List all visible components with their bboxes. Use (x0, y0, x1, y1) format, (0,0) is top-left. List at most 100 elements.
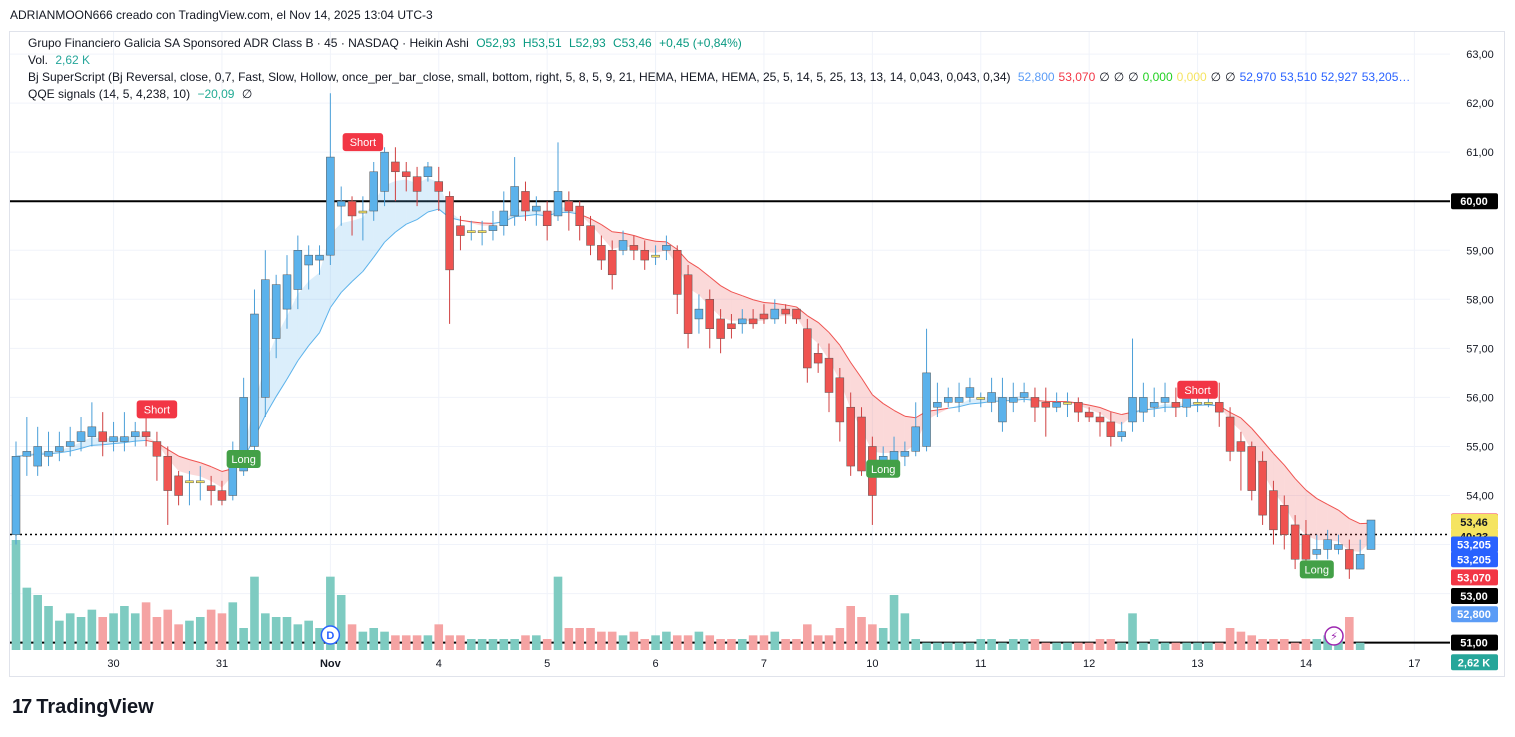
candle-body (1095, 416, 1105, 423)
candle-body (911, 426, 920, 452)
ribbon-slow-line (1316, 498, 1328, 505)
volume-bar (401, 635, 411, 650)
candle-body (835, 377, 845, 423)
candle-body (933, 402, 942, 408)
volume-bar (1063, 642, 1072, 650)
candle-body (271, 284, 281, 339)
ribbon-slow-line (514, 215, 526, 218)
volume-bar (11, 540, 21, 650)
candle-body (1247, 446, 1257, 491)
volume-bar (445, 635, 454, 650)
candle-body (250, 313, 259, 447)
indicator-bj-superscript[interactable]: Bj SuperScript (Bj Reversal, close, 0,7,… (28, 70, 1414, 84)
ribbon-slow-line (1338, 509, 1350, 519)
volume-bar (98, 617, 108, 650)
volume-bar (282, 617, 292, 650)
ribbon-segment (818, 322, 829, 360)
volume-bar (271, 617, 281, 650)
ribbon-slow-line (850, 362, 862, 379)
price-tick-label: 61,00 (1466, 147, 1494, 159)
candle-body (738, 318, 747, 325)
ribbon-slow-line (406, 219, 418, 225)
price-badge-label: 53,00 (1460, 591, 1488, 603)
time-tick-label: 10 (866, 658, 878, 670)
indicator-bj-value: 53,205… (1361, 70, 1411, 84)
ohlc-open: O52,93 (476, 36, 516, 50)
volume-bar (22, 587, 32, 650)
price-badge-label: 53,205 (1457, 554, 1491, 566)
candle-body (196, 480, 205, 484)
volume-bar (1095, 639, 1105, 650)
ribbon-segment (644, 238, 656, 253)
ribbon-slow-line (774, 302, 786, 306)
ribbon-slow-line (70, 447, 82, 452)
signal-badge (226, 450, 261, 468)
indicator-qqe-null: ∅ (241, 87, 253, 101)
chart-frame[interactable]: Short Long Short Long Short Long D ⚡ 63,00 62,00… (9, 31, 1505, 677)
ribbon-segment (807, 315, 819, 344)
ribbon-segment (135, 435, 147, 442)
volume-bar (336, 595, 346, 650)
volume-bar (1030, 639, 1040, 650)
ribbon-segment (146, 435, 157, 443)
volume-bar (976, 639, 986, 650)
ribbon-slow-line (178, 455, 190, 461)
price-tick-label: 54,00 (1466, 491, 1494, 503)
volume-bar (1149, 639, 1159, 650)
candle-body (434, 181, 444, 192)
ribbon-slow-line (427, 208, 439, 213)
volume-bar (607, 631, 617, 650)
ribbon-segment (959, 399, 970, 407)
ribbon-slow-line (817, 322, 830, 333)
indicator-qqe[interactable]: QQE signals (14, 5, 4,238, 10) −20,09 ∅ (28, 87, 256, 101)
candle-body (391, 161, 400, 173)
volume-bar (618, 635, 628, 650)
ribbon-slow-line (329, 292, 342, 308)
tradingview-logo-icon: 17 (12, 696, 32, 718)
volume-bar (1279, 639, 1289, 650)
symbol-legend[interactable]: Grupo Financiero Galicia SA Sponsored AD… (28, 36, 746, 50)
volume-bar (824, 635, 834, 650)
volume-bar (1258, 639, 1267, 650)
price-tick-label: 63,00 (1466, 49, 1494, 61)
candle-body (326, 156, 335, 256)
volume-bar (813, 635, 823, 650)
ribbon-segment (308, 272, 320, 346)
ribbon-segment (698, 268, 710, 307)
candle-body (694, 308, 704, 320)
candle-body (889, 451, 899, 462)
candle-body (217, 490, 227, 501)
volume-bar (640, 639, 650, 650)
price-chart[interactable]: Short Long Short Long Short Long D ⚡ 63,00 62,00… (10, 32, 1504, 676)
volume-bar (130, 613, 140, 650)
symbol-title[interactable]: Grupo Financiero Galicia SA Sponsored AD… (28, 36, 469, 50)
volume-bar (304, 620, 313, 650)
signal-labels: Short Long Short Long Short Long D ⚡ (136, 133, 1344, 646)
candle-body (44, 451, 53, 457)
ribbon-slow-line (384, 231, 396, 243)
time-tick-label: 6 (652, 658, 658, 670)
price-axis: 63,00 62,00 61,00 60,00 59,00 58,00 57,00 56,00… (1450, 32, 1504, 676)
candle-body (1019, 392, 1029, 398)
candle-body (347, 200, 357, 217)
ribbon-segment (211, 466, 222, 488)
candle-body (748, 318, 758, 325)
candle-body (651, 254, 660, 258)
time-axis: 30 31 Nov 4 5 6 7 10 11 12 13 14 17 (10, 650, 1450, 676)
volume-legend[interactable]: Vol. 2,62 K (28, 53, 94, 67)
candle-body (1009, 397, 1018, 403)
volume-bar (109, 613, 118, 650)
ribbon-segment (1327, 504, 1339, 542)
candle-body (1236, 441, 1246, 452)
candle-body (1106, 421, 1116, 437)
ribbon-segment (969, 398, 981, 404)
candle-body (33, 446, 42, 467)
ribbon-segment (590, 218, 602, 237)
ribbon-slow-line (351, 271, 364, 282)
ribbon-slow-line (872, 394, 884, 404)
candle-body (1225, 416, 1235, 452)
time-tick-label: 30 (107, 658, 119, 670)
signal-badge (136, 400, 178, 419)
ribbon-slow-line (904, 415, 916, 419)
candle-body (120, 436, 129, 442)
